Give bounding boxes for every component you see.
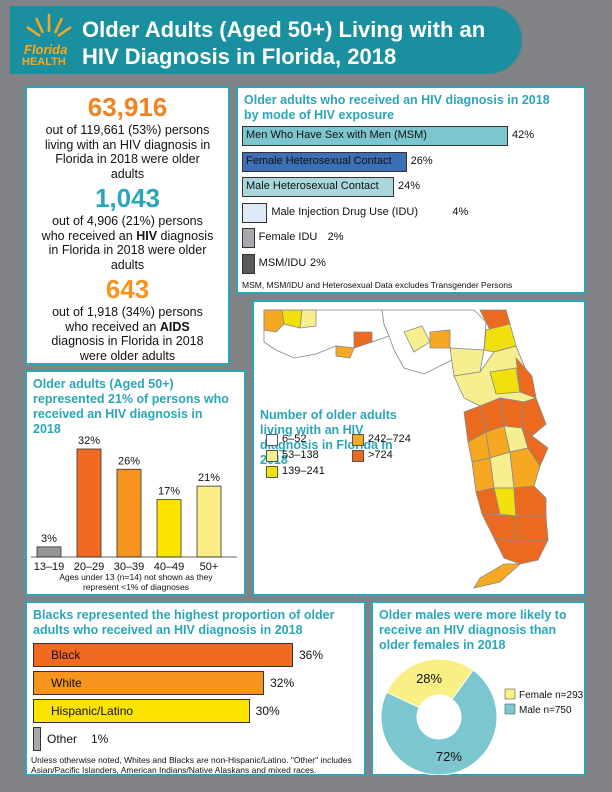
stats-panel: 63,916 out of 119,661 (53%) persons livi… [25, 86, 230, 365]
race-bar-hispanic-latino [33, 699, 250, 723]
age-title: Older adults (Aged 50+) represented 21% … [33, 377, 229, 436]
header-banner [10, 6, 522, 74]
race-bar-white [33, 671, 265, 695]
exposure-value-men-who-have-sex-with-men-msm: 42% [512, 129, 535, 141]
race-panel: Blacks represented the highest proportio… [25, 601, 366, 776]
age-bar-20-29 [76, 448, 102, 558]
sex-slice-male-n-750 [380, 669, 498, 775]
sex-chart: 28% 72% Female n=293 Male n=750 [380, 658, 584, 775]
age-value-13-19: 3% [41, 533, 57, 545]
exposure-note: MSM, MSM/IDU and Heterosexual Data exclu… [242, 280, 513, 290]
age-bar-50 [196, 485, 222, 558]
exposure-value-female-idu: 2% [327, 231, 344, 243]
stat-number-hiv: 1,043 [94, 183, 161, 213]
exposure-value-male-heterosexual-contact: 24% [398, 180, 421, 192]
race-value-hispanic-latino: 30% [255, 704, 280, 718]
age-chart: 3% 13–19 32% 20–29 26% 30–39 17% 40–49 21% 50+ [31, 435, 237, 573]
map-legend-swatch-1 [266, 434, 278, 446]
map-legend-label-3: 139–241 [282, 465, 325, 477]
sex-legend-swatch-female-n-293 [504, 688, 516, 700]
exposure-bar-male-injection-drug-use-idu [242, 202, 268, 223]
florida-map [263, 309, 549, 589]
sex-legend-label-female-n-293: Female n=293 [519, 690, 584, 701]
logo-text-health: HEALTH [22, 56, 66, 68]
stat-text-living: out of 119,661 (53%) persons living with… [44, 123, 211, 181]
sex-value-male-n-750: 72% [436, 749, 462, 764]
map-legend-swatch-5 [352, 450, 364, 462]
exposure-label-male-heterosexual-contact: Male Heterosexual Contact [246, 180, 379, 192]
sex-slice-female-n-293 [385, 658, 474, 709]
age-panel: Older adults (Aged 50+) represented 21% … [25, 370, 246, 596]
map-legend-label-2: 53–138 [282, 449, 319, 461]
race-label-hispanic-latino: Hispanic/Latino [51, 704, 134, 718]
stat-text-aids: out of 1,918 (34%) persons who received … [51, 305, 204, 363]
age-bar-13-19 [36, 546, 62, 558]
age-note: Ages under 13 (n=14) not shown as they r… [59, 572, 213, 592]
map-legend-swatch-2 [266, 450, 278, 462]
exposure-label-female-idu: Female IDU [258, 231, 318, 243]
exposure-panel: Older adults who received an HIV diagnos… [236, 86, 586, 294]
age-bar-30-39 [116, 468, 142, 558]
exposure-bar-female-heterosexual-contact [242, 151, 407, 172]
age-value-30-39: 26% [118, 455, 140, 467]
age-tick-30-39: 30–39 [114, 561, 145, 573]
race-title: Blacks represented the highest proportio… [33, 608, 335, 637]
race-label-black: Black [51, 648, 81, 662]
exposure-value-female-heterosexual-contact: 26% [410, 154, 433, 167]
race-note: Unless otherwise noted, Whites and Black… [31, 755, 352, 775]
map-legend-label-5: >724 [368, 449, 393, 461]
exposure-label-male-injection-drug-use-idu: Male Injection Drug Use (IDU) [271, 205, 419, 218]
map-panel: Number of older adults living with an HI… [252, 300, 586, 596]
exposure-label-men-who-have-sex-with-men-msm: Men Who Have Sex with Men (MSM) [246, 129, 427, 141]
exposure-title: Older adults who received an HIV diagnos… [244, 93, 550, 122]
age-bar-40-49 [156, 499, 182, 558]
race-bar-other [33, 727, 41, 751]
stat-number-living: 63,916 [87, 92, 168, 122]
age-value-40-49: 17% [158, 486, 180, 498]
exposure-bar-female-idu [242, 228, 255, 248]
race-value-other: 1% [91, 732, 109, 746]
sex-value-female-n-293: 28% [416, 671, 442, 686]
exposure-bar-msm-idu [242, 253, 255, 274]
sex-panel: Older males were more likely to receive … [371, 601, 586, 776]
sex-legend-label-male-n-750: Male n=750 [519, 705, 572, 716]
exposure-label-msm-idu: MSM/IDU [258, 256, 307, 269]
race-value-white: 32% [270, 676, 295, 690]
exposure-bar-male-heterosexual-contact [242, 177, 394, 197]
exposure-bar-men-who-have-sex-with-men-msm [242, 126, 508, 146]
florida-health-logo [26, 14, 72, 38]
exposure-value-msm-idu: 2% [309, 256, 326, 269]
race-bar-black [33, 643, 293, 667]
page-title: Older Adults (Aged 50+) Living with an H… [82, 17, 486, 69]
map-legend-label-1: 6–52 [282, 433, 307, 445]
exposure-value-male-injection-drug-use-idu: 4% [452, 205, 469, 218]
race-label-other: Other [47, 732, 78, 746]
logo-text-florida: Florida [24, 42, 68, 57]
stat-number-aids: 643 [105, 274, 150, 304]
age-tick-50: 50+ [200, 561, 219, 573]
map-legend-label-4: 242–724 [368, 433, 411, 445]
map-legend-swatch-3 [266, 466, 278, 478]
age-tick-13-19: 13–19 [34, 561, 65, 573]
exposure-label-female-heterosexual-contact: Female Heterosexual Contact [246, 154, 392, 167]
age-tick-20-29: 20–29 [74, 561, 105, 573]
sex-title: Older males were more likely to receive … [379, 608, 567, 652]
age-tick-40-49: 40–49 [154, 561, 185, 573]
race-value-black: 36% [299, 648, 324, 662]
map-legend-swatch-4 [352, 434, 364, 446]
stat-text-hiv: out of 4,906 (21%) persons who received … [41, 214, 214, 272]
race-label-white: White [51, 676, 82, 690]
age-value-50: 21% [198, 472, 220, 484]
age-value-20-29: 32% [78, 435, 100, 447]
sex-legend-swatch-male-n-750 [504, 703, 516, 715]
